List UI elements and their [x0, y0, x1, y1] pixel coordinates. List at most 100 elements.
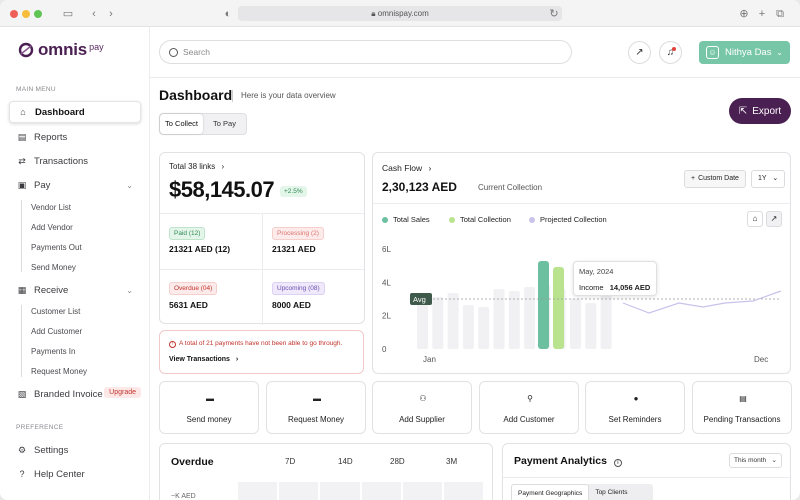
- links-summary-card: Total 38 links › $58,145.07 +2.5% Paid (…: [159, 152, 366, 326]
- tab-28d[interactable]: 28D: [390, 457, 405, 466]
- background-bar: [570, 299, 581, 349]
- tabs-overview-icon[interactable]: ⧉: [776, 8, 784, 20]
- sidebar-item-help-center[interactable]: ? Help Center: [9, 463, 141, 485]
- add-customer-button[interactable]: ⚲ Add Customer: [479, 381, 579, 434]
- reload-icon[interactable]: ↻: [549, 8, 559, 20]
- sidebar-subitem-payments-out[interactable]: Payments Out: [31, 243, 82, 252]
- upcoming-tag: Upcoming (08): [272, 282, 325, 295]
- swap-icon: ⇄: [18, 156, 26, 166]
- y-tick-label: 6L: [382, 245, 391, 254]
- legend-projected-collection[interactable]: Projected Collection: [529, 215, 607, 224]
- forward-icon[interactable]: ›: [109, 8, 113, 20]
- logo-icon: [18, 42, 34, 58]
- browser-chrome: ▭ ‹ › ◐ 🔒︎ omnispay.com ↻ ⊕ + ⧉: [0, 0, 800, 27]
- legend-dot: [382, 216, 388, 223]
- back-icon[interactable]: ‹: [92, 8, 96, 20]
- chevron-right-icon: ›: [221, 162, 225, 171]
- x-tick-label: Jan: [423, 355, 436, 364]
- cash-flow-title-text: Cash Flow: [382, 163, 423, 173]
- bell-icon: ♫: [666, 47, 675, 58]
- upgrade-badge[interactable]: Upgrade: [104, 387, 141, 398]
- user-menu-button[interactable]: ☺ Nithya Das ⌄: [699, 41, 790, 64]
- sidebar-item-reports[interactable]: ▤ Reports: [9, 126, 141, 148]
- info-icon[interactable]: i: [613, 459, 622, 467]
- shield-icon[interactable]: ◐: [224, 8, 232, 20]
- download-icon[interactable]: ⊕: [739, 8, 749, 20]
- alert-message: A total of 21 payments have not been abl…: [179, 340, 343, 347]
- sidebar-item-transactions[interactable]: ⇄ Transactions: [9, 150, 141, 172]
- send-money-button[interactable]: ▬ Send money: [159, 381, 259, 434]
- legend-label: Total Collection: [460, 215, 511, 224]
- search-input[interactable]: Search: [159, 40, 572, 64]
- sidebar-item-branded-invoice[interactable]: ▧ Branded Invoice Upgrade: [9, 383, 141, 405]
- wallet-icon: ▣: [17, 180, 27, 190]
- brand-logo[interactable]: omnis pay: [18, 40, 104, 60]
- tab-payment-geographics[interactable]: Payment Geographics: [511, 484, 590, 500]
- pending-transactions-button[interactable]: ▤ Pending Transactions: [692, 381, 792, 434]
- sidebar-subitem-vendor-list[interactable]: Vendor List: [31, 203, 72, 212]
- payment-analytics-card: Payment Analytics i This month ⌄ Payment…: [502, 443, 791, 500]
- tab-3m[interactable]: 3M: [446, 457, 458, 466]
- export-button[interactable]: ⇱ Export: [729, 98, 791, 124]
- custom-date-button[interactable]: + Custom Date: [684, 170, 746, 188]
- line-view-button[interactable]: ↗: [766, 211, 782, 227]
- address-bar[interactable]: 🔒︎ omnispay.com: [238, 6, 562, 21]
- new-tab-icon[interactable]: +: [758, 8, 766, 20]
- tab-to-pay[interactable]: To Pay: [213, 119, 236, 128]
- timeframe-select[interactable]: This month ⌄: [729, 453, 782, 468]
- cash-flow-title[interactable]: Cash Flow ›: [382, 163, 431, 173]
- trending-button[interactable]: ↗: [628, 41, 651, 64]
- help-icon: ?: [19, 469, 25, 479]
- cash-flow-subtitle: Current Collection: [478, 183, 543, 192]
- sidebar-item-receive[interactable]: ▦ Receive ⌄: [9, 279, 141, 301]
- sidebar-item-pay[interactable]: ▣ Pay ⌄: [9, 174, 141, 196]
- sidebar-subitem-request-money[interactable]: Request Money: [31, 367, 88, 376]
- background-bar: [600, 279, 612, 349]
- links-title[interactable]: Total 38 links ›: [169, 162, 224, 171]
- sidebar-toggle-icon[interactable]: ▭: [62, 8, 74, 20]
- links-total-amount: $58,145.07: [169, 177, 275, 202]
- minimize-window-button[interactable]: [22, 10, 30, 18]
- sidebar-subitem-add-customer[interactable]: Add Customer: [31, 327, 83, 336]
- page-title: Dashboard: [159, 87, 233, 103]
- lock-icon: 🔒︎: [371, 9, 378, 18]
- sidebar-subitem-payments-in[interactable]: Payments In: [31, 347, 76, 356]
- quick-action-label: Send money: [186, 415, 232, 424]
- overdue-cell[interactable]: Overdue (04) 5631 AED: [160, 270, 263, 326]
- processing-cell[interactable]: Processing (2) 21321 AED: [263, 214, 366, 270]
- home-icon: ⌂: [20, 107, 26, 117]
- bar-view-button[interactable]: ⌂: [747, 211, 763, 227]
- sidebar-item-label: Branded Invoice: [34, 388, 103, 400]
- maximize-window-button[interactable]: [34, 10, 42, 18]
- receive-submenu-line: [21, 305, 22, 377]
- sidebar-subitem-send-money[interactable]: Send Money: [31, 263, 76, 272]
- sidebar-subitem-add-vendor[interactable]: Add Vendor: [31, 223, 73, 232]
- tab-7d[interactable]: 7D: [285, 457, 296, 466]
- request-money-button[interactable]: ▬ Request Money: [266, 381, 366, 434]
- period-select[interactable]: 1Y ⌄: [751, 170, 786, 188]
- upcoming-cell[interactable]: Upcoming (08) 8000 AED: [263, 270, 366, 326]
- tab-14d[interactable]: 14D: [338, 457, 353, 466]
- paid-tag: Paid (12): [169, 227, 206, 240]
- legend-total-collection[interactable]: Total Collection: [449, 215, 511, 224]
- tab-to-collect[interactable]: To Collect: [160, 114, 203, 134]
- sidebar-item-settings[interactable]: ⚙ Settings: [9, 439, 141, 461]
- view-transactions-link[interactable]: View Transactions ›: [169, 356, 238, 363]
- legend-total-sales[interactable]: Total Sales: [382, 215, 430, 224]
- paid-cell[interactable]: Paid (12) 21321 AED (12): [160, 214, 263, 270]
- brand-suffix: pay: [89, 42, 104, 52]
- sidebar-item-dashboard[interactable]: ⌂ Dashboard: [9, 101, 141, 123]
- supplier-icon: ⚇: [419, 394, 427, 403]
- paid-value: 21321 AED (12): [169, 244, 231, 254]
- set-reminders-button[interactable]: ● Set Reminders: [585, 381, 685, 434]
- x-tick-label: Dec: [754, 355, 768, 364]
- chevron-right-icon: ›: [235, 356, 239, 363]
- add-supplier-button[interactable]: ⚇ Add Supplier: [372, 381, 472, 434]
- close-window-button[interactable]: [10, 10, 18, 18]
- projected-line: [622, 290, 782, 314]
- sidebar-subitem-customer-list[interactable]: Customer List: [31, 307, 81, 316]
- export-label: Export: [752, 105, 782, 117]
- notifications-button[interactable]: ♫: [659, 41, 682, 64]
- tab-top-clients[interactable]: Top Clients: [595, 489, 628, 496]
- sidebar-item-label: Dashboard: [35, 106, 85, 118]
